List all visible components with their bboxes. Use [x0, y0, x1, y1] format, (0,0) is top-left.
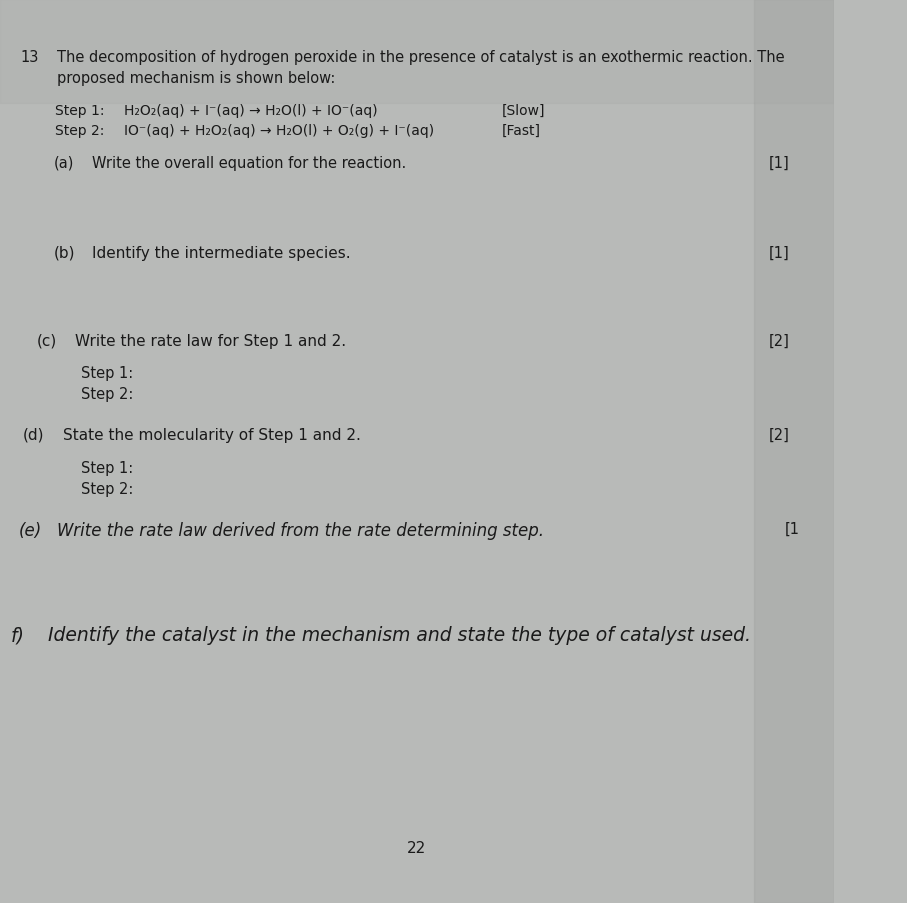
Text: Step 1:: Step 1: — [81, 461, 133, 476]
Text: Write the overall equation for the reaction.: Write the overall equation for the react… — [92, 156, 406, 171]
Text: 13: 13 — [20, 50, 39, 65]
Text: Step 2:: Step 2: — [81, 386, 133, 402]
Text: Write the rate law derived from the rate determining step.: Write the rate law derived from the rate… — [57, 521, 544, 539]
Text: (d): (d) — [23, 427, 44, 442]
Text: 22: 22 — [407, 840, 426, 855]
Text: H₂O₂(aq) + I⁻(aq) → H₂O(l) + IO⁻(aq): H₂O₂(aq) + I⁻(aq) → H₂O(l) + IO⁻(aq) — [124, 104, 378, 118]
Text: Identify the intermediate species.: Identify the intermediate species. — [92, 246, 351, 261]
Text: (c): (c) — [37, 333, 57, 349]
Text: Write the rate law for Step 1 and 2.: Write the rate law for Step 1 and 2. — [75, 333, 346, 349]
Text: [1: [1 — [785, 521, 800, 536]
Text: (e): (e) — [18, 521, 42, 539]
Text: IO⁻(aq) + H₂O₂(aq) → H₂O(l) + O₂(g) + I⁻(aq): IO⁻(aq) + H₂O₂(aq) → H₂O(l) + O₂(g) + I⁻… — [124, 124, 434, 138]
Text: [Slow]: [Slow] — [502, 104, 545, 118]
Text: Step 2:: Step 2: — [55, 124, 104, 138]
Text: Step 1:: Step 1: — [55, 104, 104, 118]
Text: Step 2:: Step 2: — [81, 481, 133, 497]
Text: [1]: [1] — [768, 246, 789, 261]
Bar — [0, 0, 834, 104]
Text: [2]: [2] — [768, 427, 789, 442]
Text: (a): (a) — [54, 156, 73, 171]
Text: State the molecularity of Step 1 and 2.: State the molecularity of Step 1 and 2. — [63, 427, 360, 442]
Text: [2]: [2] — [768, 333, 789, 349]
Text: (b): (b) — [54, 246, 75, 261]
Text: Identify the catalyst in the mechanism and state the type of catalyst used.: Identify the catalyst in the mechanism a… — [48, 625, 751, 644]
Text: [1]: [1] — [768, 156, 789, 171]
Text: The decomposition of hydrogen peroxide in the presence of catalyst is an exother: The decomposition of hydrogen peroxide i… — [57, 50, 785, 65]
Text: [Fast]: [Fast] — [502, 124, 541, 138]
Bar — [755, 0, 834, 903]
Text: f): f) — [11, 625, 25, 644]
Text: proposed mechanism is shown below:: proposed mechanism is shown below: — [57, 71, 336, 86]
Text: Step 1:: Step 1: — [81, 366, 133, 380]
